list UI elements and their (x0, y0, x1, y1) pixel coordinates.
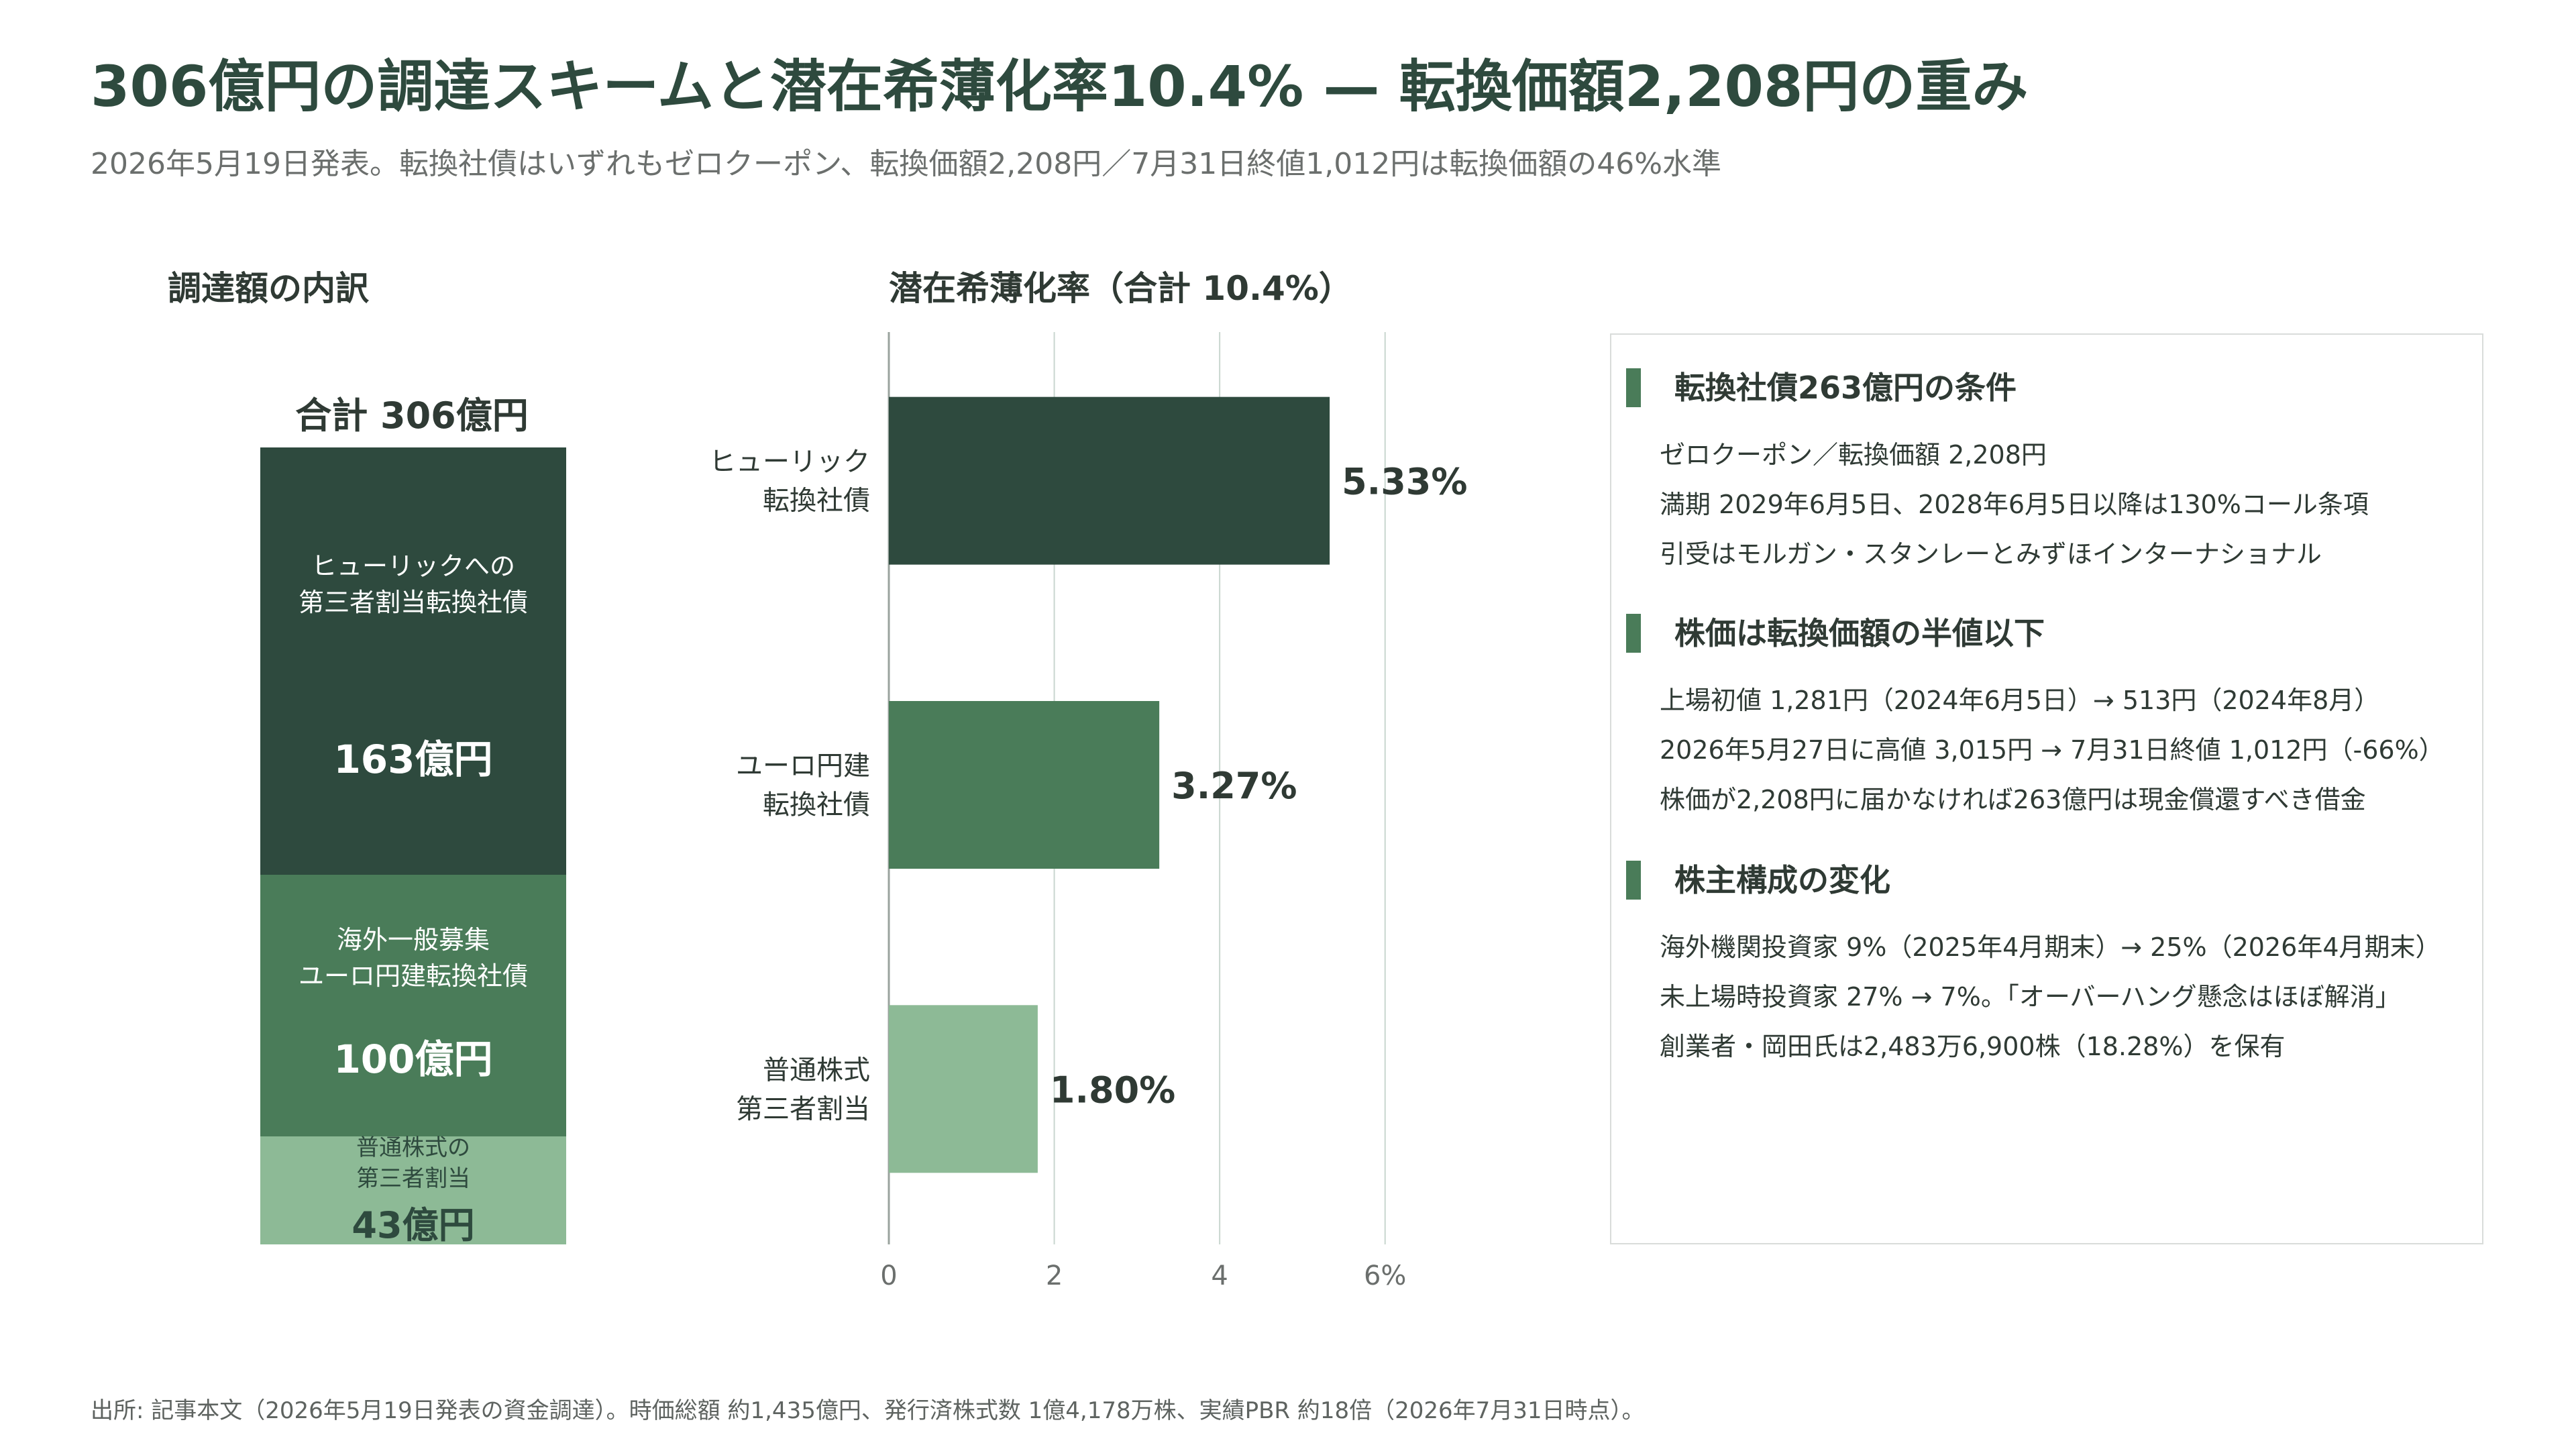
bar (889, 396, 1330, 565)
segment-euroyen-cb: 海外一般募集 ユーロ円建転換社債 100億円 (260, 875, 566, 1136)
note-heading-cb-terms: 転換社債263億円の条件 (1626, 368, 2017, 407)
note-line: 上場初値 1,281円（2024年6月5日）→ 513円（2024年8月） (1660, 686, 2380, 715)
note-line: 引受はモルガン・スタンレーとみずほインターナショナル (1660, 539, 2322, 569)
segment-hulic-cb-value: 163億円 (333, 737, 493, 782)
dilution-chart-title: 潜在希薄化率（合計 10.4%） (889, 269, 1352, 308)
note-heading-shareholders: 株主構成の変化 (1626, 861, 1890, 900)
segment-common-stock-value: 43億円 (352, 1204, 475, 1246)
segment-hulic-cb: ヒューリックへの 第三者割当転換社債 163億円 (260, 447, 566, 875)
category-label: 普通株式 (763, 1055, 870, 1085)
category-label: 転換社債 (763, 790, 870, 820)
note-line: 創業者・岡田氏は2,483万6,900株（18.28%）を保有 (1660, 1032, 2286, 1061)
bar-value-label: 1.80% (1050, 1069, 1175, 1111)
note-line: 満期 2029年6月5日、2028年6月5日以降は130%コール条項 (1660, 490, 2369, 519)
segment-label-line: ヒューリックへの (311, 551, 515, 581)
bar (889, 701, 1160, 869)
dilution-bar-chart: 0 2 4 6%5.33%ヒューリック転換社債3.27%ユーロ円建転換社債1.80%普… (709, 332, 1468, 1291)
funding-breakdown-panel: 合計 306億円 ヒューリックへの 第三者割当転換社債 163億円 海外一般募集… (166, 332, 657, 1246)
page-subtitle: 2026年5月19日発表。転換社債はいずれもゼロクーポン、転換価額2,208円／… (91, 147, 1722, 181)
segment-label-line: 第三者割当 (356, 1165, 470, 1192)
category-label: 第三者割当 (736, 1093, 870, 1124)
bar (889, 1005, 1038, 1173)
segment-label-line: 海外一般募集 (336, 925, 490, 955)
segment-common-stock: 普通株式の 第三者割当 43億円 (260, 1134, 566, 1246)
note-line: 未上場時投資家 27% → 7%。「オーバーハング懸念はほぼ解消」 (1660, 982, 2401, 1012)
funding-total-label: 合計 306億円 (295, 394, 529, 437)
segment-euroyen-cb-label: 海外一般募集 ユーロ円建転換社債 (260, 922, 566, 994)
note-heading-share-price: 株価は転換価額の半値以下 (1626, 614, 2045, 653)
category-label: ユーロ円建 (736, 751, 870, 782)
page-title: 306億円の調達スキームと潜在希薄化率10.4% — 転換価額2,208円の重み (91, 54, 2029, 119)
x-tick-label: 4 (1211, 1260, 1228, 1291)
source-footnote: 出所: 記事本文（2026年5月19日発表の資金調達）。時価総額 約1,435億… (91, 1397, 1645, 1424)
segment-label-line: 第三者割当転換社債 (298, 588, 528, 617)
notes-panel: 転換社債263億円の条件 ゼロクーポン／転換価額 2,208円 満期 2029年… (1610, 333, 2483, 1244)
note-line: 株価が2,208円に届かなければ263億円は現金償還すべき借金 (1660, 785, 2366, 814)
category-label: 転換社債 (763, 486, 870, 517)
segment-common-stock-label: 普通株式の 第三者割当 (260, 1132, 566, 1194)
bar-value-label: 3.27% (1171, 765, 1297, 807)
segment-label-line: 普通株式の (356, 1134, 470, 1161)
segment-hulic-cb-label: ヒューリックへの 第三者割当転換社債 (260, 548, 566, 621)
segment-euroyen-cb-value: 100億円 (333, 1036, 493, 1082)
note-line: 海外機関投資家 9%（2025年4月期末）→ 25%（2026年4月期末） (1660, 932, 2441, 962)
x-tick-label: 6% (1364, 1260, 1406, 1291)
bar-value-label: 5.33% (1342, 461, 1467, 503)
x-tick-label: 2 (1046, 1260, 1063, 1291)
segment-label-line: ユーロ円建転換社債 (298, 961, 528, 991)
funding-stacked-column: ヒューリックへの 第三者割当転換社債 163億円 海外一般募集 ユーロ円建転換社… (260, 447, 566, 1246)
note-line: 2026年5月27日に高値 3,015円 → 7月31日終値 1,012円（-6… (1660, 735, 2445, 765)
funding-breakdown-title: 調達額の内訳 (168, 269, 369, 308)
note-line: ゼロクーポン／転換価額 2,208円 (1660, 440, 2047, 470)
category-label: ヒューリック (709, 447, 870, 478)
x-tick-label: 0 (880, 1260, 897, 1291)
